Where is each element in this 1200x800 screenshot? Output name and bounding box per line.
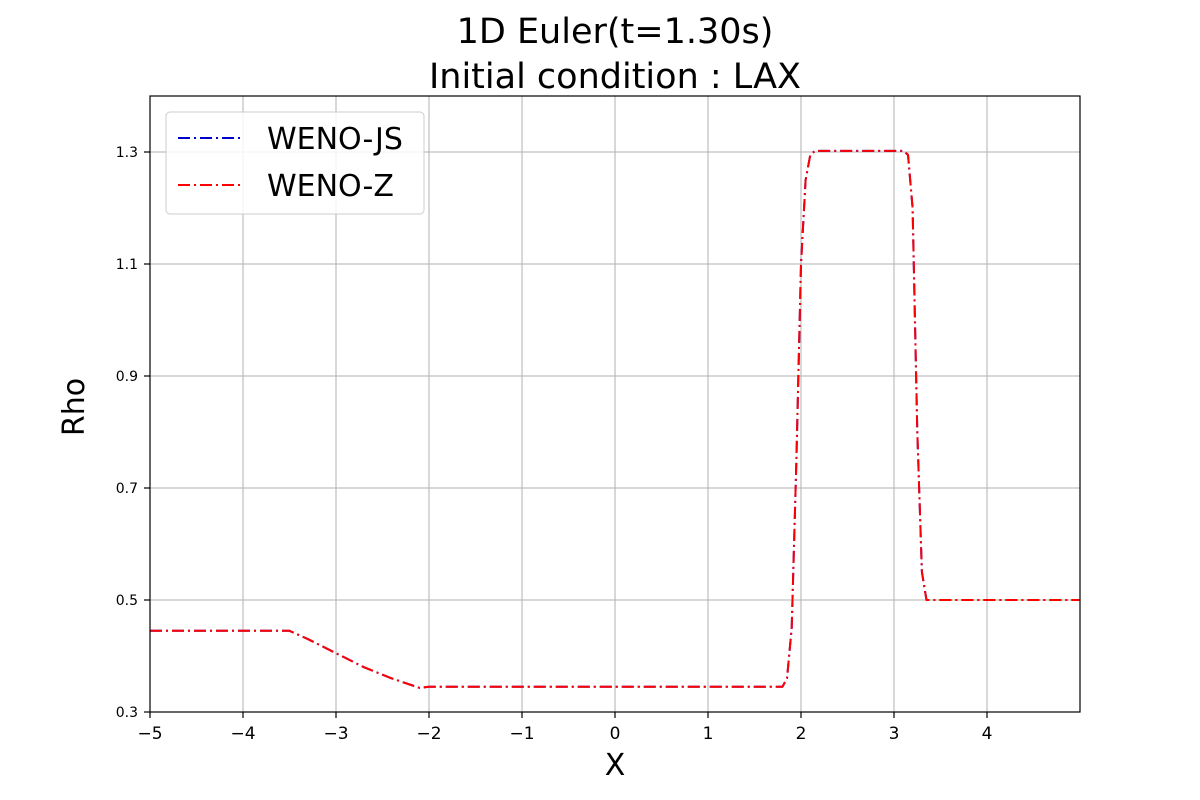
legend-label-weno-js: WENO-JS xyxy=(267,122,403,157)
x-tick-label: −5 xyxy=(137,724,162,744)
x-tick-label: 0 xyxy=(610,724,621,744)
x-tick-label: 1 xyxy=(703,724,714,744)
legend: WENO-JS WENO-Z xyxy=(165,111,425,215)
x-tick-label: 4 xyxy=(982,724,993,744)
x-tick-label: −4 xyxy=(230,724,255,744)
y-axis-label: Rho xyxy=(57,378,92,436)
x-tick-label: 2 xyxy=(796,724,807,744)
y-tick-label: 1.3 xyxy=(116,145,138,161)
legend-label-weno-z: WENO-Z xyxy=(267,169,394,204)
chart-subtitle: Initial condition : LAX xyxy=(429,57,801,97)
y-tick-label: 0.3 xyxy=(116,705,138,721)
y-axis-ticks: 0.3 0.5 0.7 0.9 1.1 1.3 xyxy=(116,145,150,721)
y-tick-label: 1.1 xyxy=(116,257,138,273)
x-tick-label: 3 xyxy=(889,724,900,744)
y-tick-label: 0.7 xyxy=(116,481,138,497)
x-tick-label: −3 xyxy=(323,724,348,744)
x-tick-label: −1 xyxy=(509,724,534,744)
chart-title: 1D Euler(t=1.30s) xyxy=(457,12,774,52)
x-tick-label: −2 xyxy=(416,724,441,744)
x-axis-label: X xyxy=(605,748,626,783)
y-tick-label: 0.9 xyxy=(116,369,138,385)
x-axis-ticks: −5 −4 −3 −2 −1 0 1 2 3 4 xyxy=(137,712,992,744)
y-tick-label: 0.5 xyxy=(116,593,138,609)
